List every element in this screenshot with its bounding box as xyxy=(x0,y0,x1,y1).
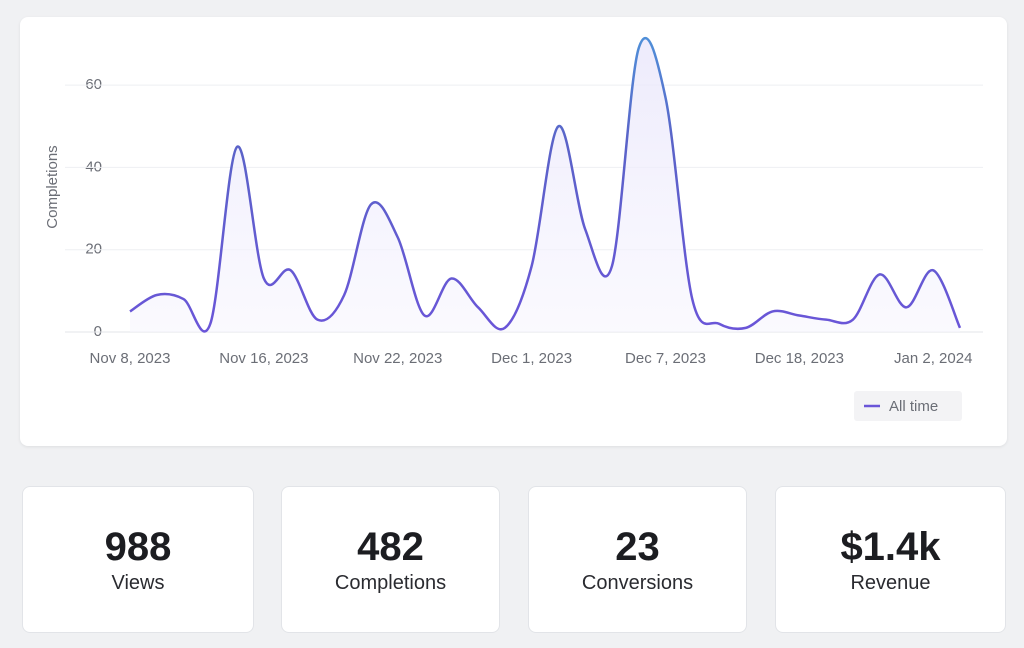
y-tick-label: 60 xyxy=(85,76,102,93)
legend-box xyxy=(854,391,962,421)
stat-card: 988 Views xyxy=(22,486,254,633)
y-axis-label: Completions xyxy=(44,145,61,228)
x-tick-label: Dec 1, 2023 xyxy=(491,350,572,367)
x-tick-label: Jan 2, 2024 xyxy=(894,350,972,367)
x-tick-label: Nov 16, 2023 xyxy=(219,350,308,367)
stat-label: Conversions xyxy=(581,572,694,594)
line xyxy=(129,36,962,333)
y-tick-label: 40 xyxy=(85,158,102,175)
x-tick-label: Nov 22, 2023 xyxy=(353,350,442,367)
x-tick-label: Dec 18, 2023 xyxy=(755,350,844,367)
x-tick-label: Nov 8, 2023 xyxy=(90,350,171,367)
legend-label: All time xyxy=(889,398,938,415)
stat-card: 482 Completions xyxy=(281,486,500,633)
stat-value: 23 xyxy=(615,525,660,569)
stat-label: Revenue xyxy=(850,572,931,594)
y-tick-label: 20 xyxy=(85,241,102,258)
y-tick-label: 0 xyxy=(94,323,102,340)
stat-card: $1.4k Revenue xyxy=(775,486,1006,633)
stat-label: Completions xyxy=(334,572,447,594)
stat-label: Views xyxy=(111,572,165,594)
stat-value: 988 xyxy=(104,525,172,569)
chart: Completions 0 20 40 60 Nov 8, 2023 Nov 16, 20… xyxy=(44,36,983,421)
stat-value: $1.4k xyxy=(840,525,941,569)
area xyxy=(130,38,960,333)
chart-card: Completions 0 20 40 60 Nov 8, 2023 Nov 16, 20… xyxy=(20,17,1007,446)
stat-card: 23 Conversions xyxy=(528,486,747,633)
x-tick-label: Dec 7, 2023 xyxy=(625,350,706,367)
stat-value: 482 xyxy=(357,525,424,569)
